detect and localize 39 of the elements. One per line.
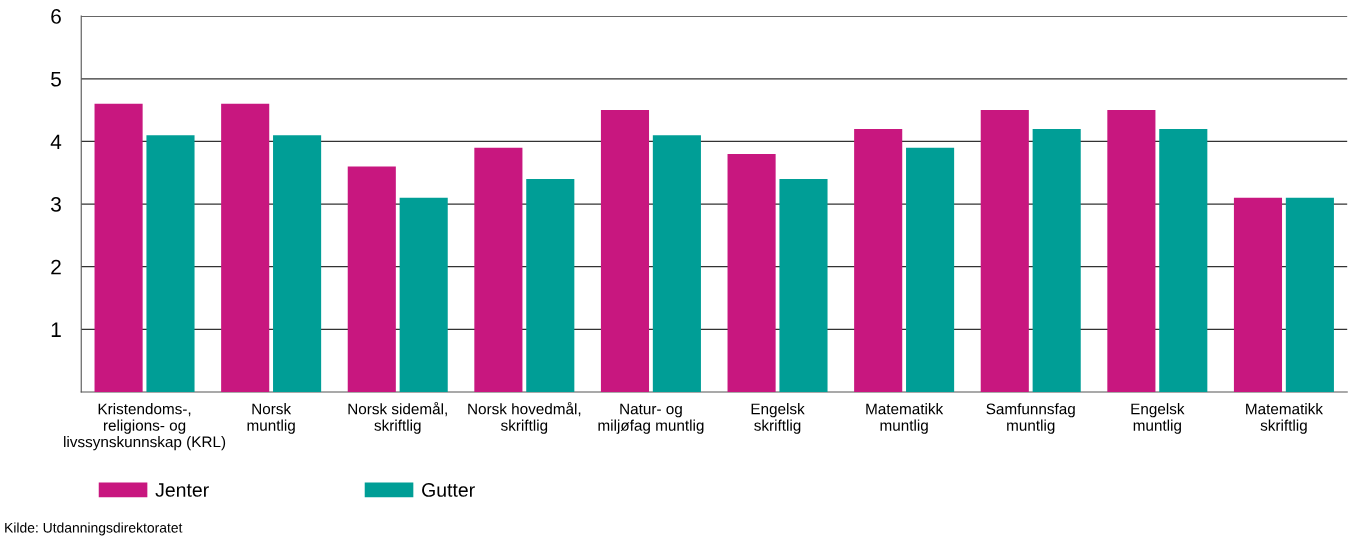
x-tick-label: Matematikk muntlig [866, 403, 944, 434]
x-tick-label: Matematikk skriftlig [1246, 403, 1324, 434]
bar [779, 179, 828, 393]
bar [347, 166, 396, 393]
bar [474, 147, 523, 393]
x-tick-label: Samfunnsfag muntlig [986, 403, 1075, 434]
x-tick-label: Norsk muntlig [247, 403, 295, 434]
bar [1032, 128, 1081, 393]
bar [906, 147, 955, 393]
bar [980, 110, 1029, 393]
y-tick-label: 1 [51, 322, 61, 337]
x-tick-label: Norsk sidemål, skriftlig [348, 401, 447, 434]
bar [146, 135, 195, 393]
bar [1159, 128, 1208, 393]
legend-label: Jenter [155, 483, 209, 497]
bar [1285, 197, 1334, 393]
x-tick-label: Kristendoms-, religions- og livssynskunnskap (KRL) [64, 403, 226, 451]
y-tick-label: 3 [51, 197, 61, 212]
bar [1233, 197, 1283, 393]
x-tick-label: Engelsk muntlig [1131, 403, 1185, 434]
x-tick-label: Natur- og miljøfag muntlig [598, 403, 704, 434]
bar [600, 110, 650, 393]
y-tick-label: 5 [51, 71, 61, 87]
legend-label: Gutter [422, 483, 475, 497]
text: Kilde: Utdanningsdirektoratet [5, 522, 183, 536]
bar [1107, 110, 1156, 393]
bar [727, 153, 776, 393]
bar [273, 135, 322, 393]
bar [526, 179, 575, 393]
y-tick-label: 2 [51, 259, 61, 275]
x-tick-label: Engelsk skriftlig [751, 403, 805, 434]
bar [221, 103, 270, 393]
bar [399, 197, 448, 393]
y-tick-label: 4 [50, 134, 62, 149]
bar [94, 103, 143, 393]
bar [854, 128, 903, 393]
y-tick-label: 6 [51, 9, 61, 24]
bar [652, 135, 701, 393]
x-tick-label: Norsk hovedmål, skriftlig [468, 401, 581, 434]
